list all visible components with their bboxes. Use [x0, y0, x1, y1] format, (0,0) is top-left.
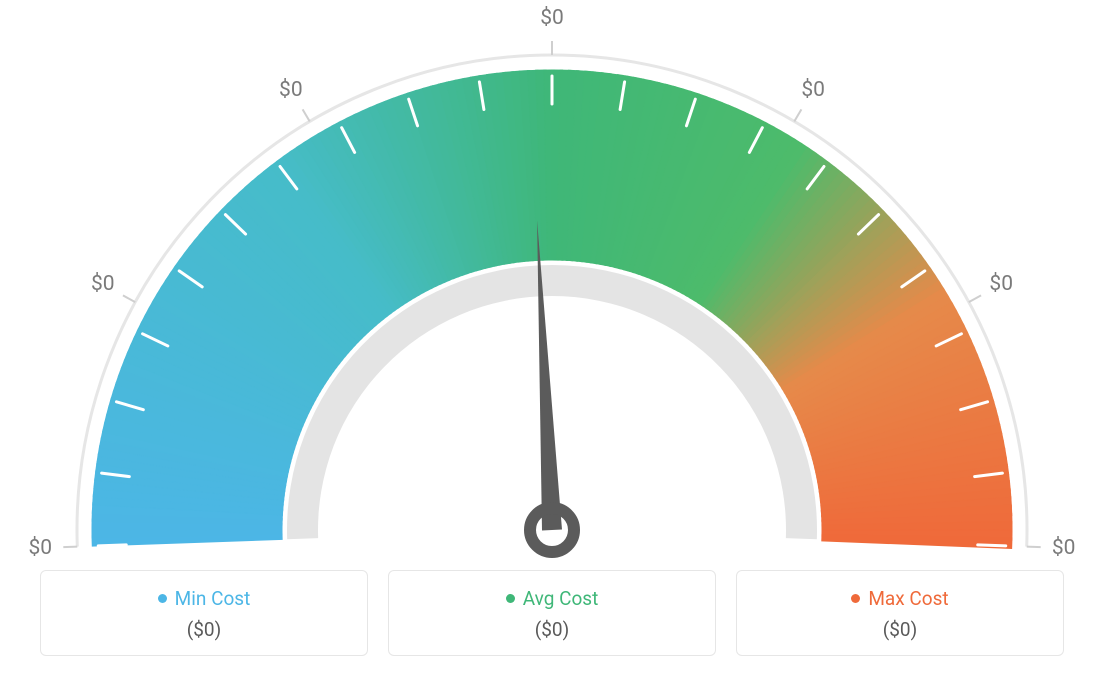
legend-top-min: Min Cost [158, 587, 251, 610]
gauge-tick-label: $0 [28, 536, 52, 560]
gauge-tick-label: $0 [801, 78, 825, 102]
legend-label-min: Min Cost [175, 587, 251, 610]
gauge-svg [0, 0, 1104, 560]
legend-label-avg: Avg Cost [523, 587, 599, 610]
legend-dot-max [851, 594, 860, 603]
legend-top-max: Max Cost [851, 587, 948, 610]
gauge-tick-label: $0 [279, 78, 303, 102]
gauge-tick-label: $0 [989, 272, 1013, 296]
gauge-tick-label: $0 [91, 272, 115, 296]
gauge-tick-label: $0 [1052, 536, 1076, 560]
gauge-tick-label: $0 [540, 6, 564, 30]
legend-row: Min Cost ($0) Avg Cost ($0) Max Cost ($0… [40, 570, 1064, 656]
legend-value-max: ($0) [737, 618, 1063, 641]
legend-card-min: Min Cost ($0) [40, 570, 368, 656]
legend-dot-avg [506, 594, 515, 603]
legend-card-avg: Avg Cost ($0) [388, 570, 716, 656]
legend-label-max: Max Cost [868, 587, 948, 610]
legend-top-avg: Avg Cost [506, 587, 599, 610]
legend-value-avg: ($0) [389, 618, 715, 641]
cost-gauge-container: $0 $0 $0 $0 $0 $0 $0 Min Cost ($0) Avg Cost ($… [0, 0, 1104, 690]
gauge-chart: $0 $0 $0 $0 $0 $0 $0 [0, 0, 1104, 560]
legend-card-max: Max Cost ($0) [736, 570, 1064, 656]
legend-dot-min [158, 594, 167, 603]
legend-value-min: ($0) [41, 618, 367, 641]
